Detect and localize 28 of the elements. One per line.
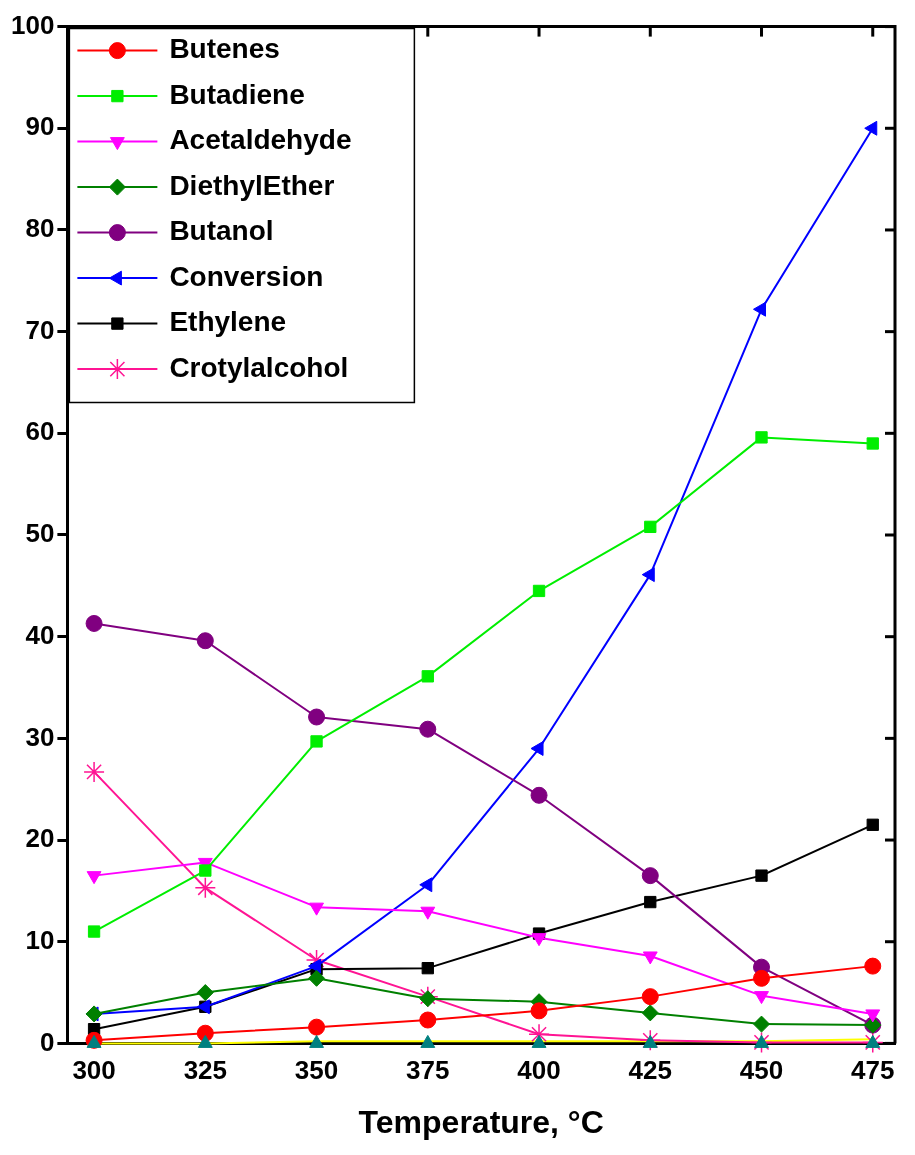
legend-label: Butanol <box>169 215 274 247</box>
legend-label: Butadiene <box>169 78 305 110</box>
x-tick-label: 325 <box>183 1055 228 1086</box>
x-axis-title: Temperature, °C <box>358 1103 604 1140</box>
legend-label: Crotylalcohol <box>169 351 349 383</box>
y-tick-label: 70 <box>25 314 55 345</box>
legend-label: DiethylEther <box>169 169 335 201</box>
x-tick-label: 450 <box>739 1055 784 1086</box>
y-tick-label: 80 <box>25 213 55 244</box>
y-tick-label: 30 <box>25 721 55 752</box>
x-tick-label: 375 <box>406 1055 450 1086</box>
x-tick-label: 475 <box>851 1055 895 1086</box>
y-tick-label: 60 <box>25 416 55 447</box>
y-tick-label: 0 <box>39 1026 55 1057</box>
x-tick-label: 350 <box>294 1055 339 1086</box>
x-tick-label: 300 <box>72 1055 116 1086</box>
y-tick-label: 100 <box>10 9 55 40</box>
y-tick-label: 20 <box>25 823 55 854</box>
x-tick-label: 400 <box>517 1055 561 1086</box>
y-tick-label: 50 <box>25 518 55 549</box>
legend-label: Acetaldehyde <box>169 124 352 156</box>
y-tick-label: 40 <box>25 619 55 650</box>
legend-label: Ethylene <box>169 306 287 338</box>
legend-label: Conversion <box>169 260 324 292</box>
legend-label: Butenes <box>169 33 280 65</box>
y-tick-label: 90 <box>25 111 55 142</box>
x-tick-label: 425 <box>628 1055 672 1086</box>
y-tick-label: 10 <box>25 924 55 955</box>
